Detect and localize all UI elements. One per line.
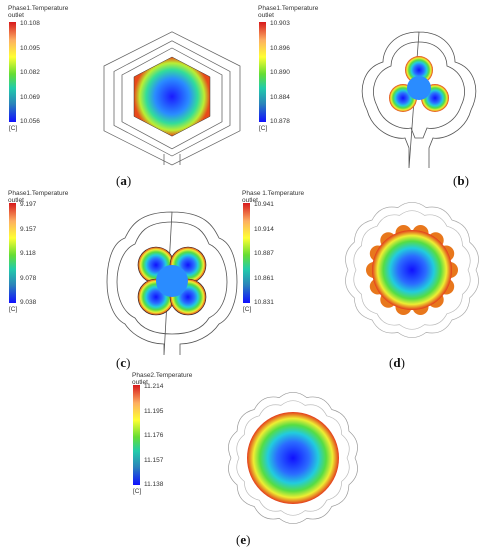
legend-subtitle: outlet: [258, 12, 274, 19]
legend-tick: 10.082: [20, 69, 40, 76]
color-scale-bar: [9, 203, 16, 303]
legend-title: Phase1.Temperature: [8, 5, 69, 12]
legend-unit: [C]: [259, 125, 268, 132]
legend-tick: 10.914: [254, 226, 274, 233]
legend-tick: 11.138: [144, 481, 164, 488]
legend-tick: 9.118: [20, 250, 36, 257]
panel-d: Phase 1.Temperature outlet 10.941 10.914…: [242, 190, 489, 375]
legend-tick: 9.038: [20, 299, 37, 306]
panel-label-b: (b): [453, 173, 469, 188]
scalloped-circle-contour-plot: [228, 391, 358, 525]
legend-tick: 10.056: [20, 118, 40, 125]
panel-label-a: (a): [116, 173, 132, 188]
legend-tick: 11.157: [144, 457, 164, 464]
scalloped-outline: [345, 201, 479, 339]
panel-label-c: (c): [116, 355, 131, 370]
legend-tick: 11.176: [144, 432, 164, 439]
legend-d: Phase 1.Temperature outlet 10.941 10.914…: [242, 190, 305, 320]
legend-tick: 9.197: [20, 201, 37, 208]
legend-a: Phase1.Temperature outlet 10.108 10.095 …: [8, 5, 68, 135]
legend-tick: 11.195: [144, 408, 164, 415]
panel-c: Phase1.Temperature outlet 9.197 9.157 9.…: [0, 190, 245, 375]
legend-subtitle: outlet: [8, 12, 24, 19]
scalloped-circle-contour-plot: [345, 201, 479, 339]
legend-tick: 11.214: [144, 383, 164, 390]
legend-tick: 10.095: [20, 45, 40, 52]
legend-title: Phase 1.Temperature: [242, 190, 305, 197]
legend-tick: 10.878: [270, 118, 290, 125]
trilobe-contour-plot: [361, 31, 477, 169]
legend-subtitle: outlet: [132, 379, 148, 386]
panel-e: Phase2.Temperature outlet 11.214 11.195 …: [0, 372, 489, 550]
scalloped-outline: [236, 400, 350, 516]
color-scale-bar: [243, 203, 250, 303]
legend-tick: 10.108: [20, 20, 40, 27]
core-temperature-field: [372, 230, 452, 310]
legend-title: Phase1.Temperature: [8, 190, 69, 197]
legend-e: Phase2.Temperature outlet 11.214 11.195 …: [132, 372, 192, 502]
quatrefoil-contour-plot: [106, 211, 238, 356]
scalloped-outline: [228, 391, 358, 525]
scalloped-outline: [353, 210, 471, 330]
legend-tick: 9.078: [20, 275, 37, 282]
legend-tick: 10.890: [270, 69, 290, 76]
legend-subtitle: outlet: [242, 197, 258, 204]
panel-b: Phase1.Temperature outlet 10.903 10.896 …: [245, 0, 489, 190]
legend-unit: [C]: [9, 306, 18, 313]
panel-a: Phase1.Temperature outlet 10.108 10.095 …: [0, 0, 245, 190]
legend-tick: 10.887: [254, 250, 274, 257]
panel-label-d: (d): [389, 355, 405, 370]
legend-unit: [C]: [9, 125, 18, 132]
legend-tick: 10.884: [270, 94, 290, 101]
color-scale-bar: [133, 385, 140, 485]
legend-unit: [C]: [243, 306, 252, 313]
legend-tick: 10.903: [270, 20, 290, 27]
legend-c: Phase1.Temperature outlet 9.197 9.157 9.…: [8, 190, 68, 320]
color-scale-bar: [9, 22, 16, 122]
legend-title: Phase2.Temperature: [132, 372, 193, 379]
legend-tick: 10.069: [20, 94, 40, 101]
legend-b: Phase1.Temperature outlet 10.903 10.896 …: [258, 5, 318, 135]
legend-tick: 10.941: [254, 201, 274, 208]
core-temperature-field: [247, 412, 339, 504]
legend-tick: 9.157: [20, 226, 37, 233]
legend-unit: [C]: [133, 488, 142, 495]
legend-subtitle: outlet: [8, 197, 24, 204]
legend-tick: 10.831: [254, 299, 274, 306]
hexagon-contour-plot: [103, 31, 241, 166]
legend-tick: 10.896: [270, 45, 290, 52]
color-scale-bar: [259, 22, 266, 122]
panel-label-e: (e): [236, 532, 251, 547]
legend-title: Phase1.Temperature: [258, 5, 319, 12]
legend-tick: 10.861: [254, 275, 274, 282]
